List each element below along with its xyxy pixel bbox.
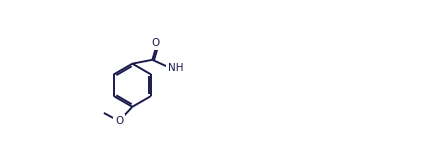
Text: NH: NH <box>168 63 183 73</box>
Text: O: O <box>151 38 160 48</box>
Text: O: O <box>115 116 123 126</box>
